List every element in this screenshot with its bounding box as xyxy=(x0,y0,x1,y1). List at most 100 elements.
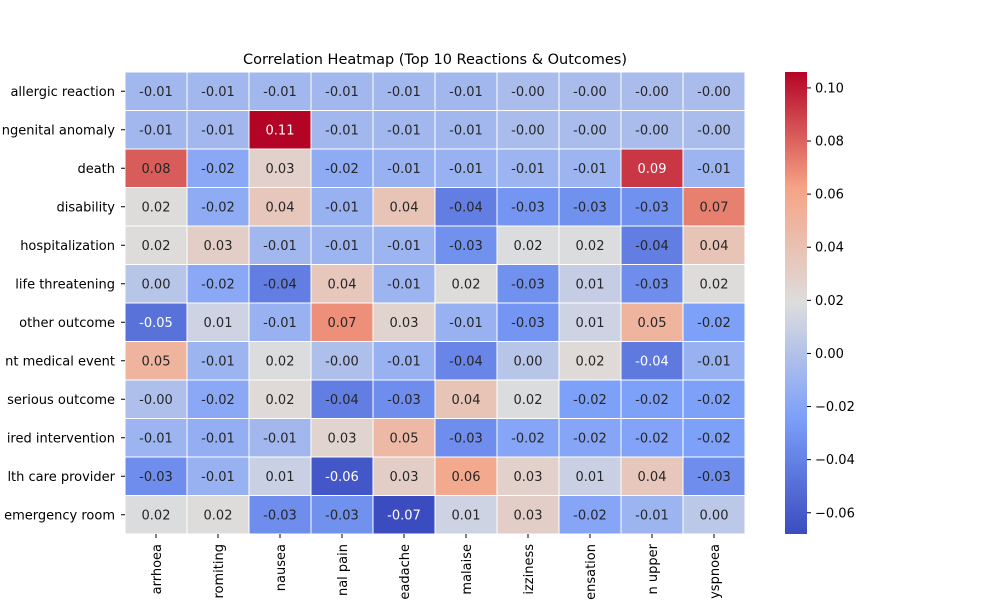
cell-value-label: -0.01 xyxy=(263,85,297,100)
heatmap-cell xyxy=(124,418,188,458)
heatmap-cell xyxy=(682,110,746,150)
row-label: nt medical event xyxy=(5,354,115,369)
colorbar-tick-label: 0.08 xyxy=(815,135,844,150)
cell-value-label: -0.01 xyxy=(139,123,173,138)
cell-value-label: 0.01 xyxy=(266,470,295,485)
heatmap-cell xyxy=(434,110,498,150)
cell-value-label: -0.00 xyxy=(139,393,173,408)
cell-value-label: 0.06 xyxy=(452,470,481,485)
cell-value-label: -0.00 xyxy=(573,123,607,138)
row-label: lth care provider xyxy=(7,470,115,485)
heatmap-cell xyxy=(558,341,622,381)
column-label: nal pain xyxy=(336,544,351,596)
heatmap-cell xyxy=(620,418,684,458)
heatmap-cell xyxy=(186,341,250,381)
cell-value-label: 0.04 xyxy=(390,200,419,215)
cell-value-label: -0.03 xyxy=(387,393,421,408)
cell-value-label: -0.01 xyxy=(325,123,359,138)
column-label: eadache xyxy=(398,544,413,600)
cell-value-label: -0.02 xyxy=(697,316,731,331)
heatmap-cells: -0.01 -0.01 -0.01 -0.01 -0.01 -0.01 -0.00 -0.00… xyxy=(124,71,746,535)
row-label: death xyxy=(77,162,115,177)
heatmap-cell xyxy=(372,341,436,381)
heatmap-cell xyxy=(682,456,746,496)
cell-value-label: -0.01 xyxy=(387,354,421,369)
cell-value-label: -0.02 xyxy=(201,162,235,177)
cell-value-label: -0.01 xyxy=(511,162,545,177)
cell-value-label: -0.03 xyxy=(635,200,669,215)
cell-value-label: 0.00 xyxy=(514,354,543,369)
heatmap-cell xyxy=(248,379,312,419)
cell-value-label: 0.02 xyxy=(266,393,295,408)
heatmap-cell xyxy=(496,148,560,188)
colorbar-tick-label: −0.04 xyxy=(815,453,855,468)
cell-value-label: -0.01 xyxy=(387,239,421,254)
cell-value-label: 0.03 xyxy=(514,508,543,523)
heatmap-cell xyxy=(682,225,746,265)
cell-value-label: -0.04 xyxy=(635,354,669,369)
row-label: other outcome xyxy=(19,316,115,331)
heatmap-cell xyxy=(434,71,498,111)
cell-value-label: 0.02 xyxy=(700,277,729,292)
cell-value-label: -0.03 xyxy=(511,200,545,215)
colorbar-tick-label: 0.04 xyxy=(815,241,844,256)
cell-value-label: 0.02 xyxy=(142,200,171,215)
cell-value-label: 0.03 xyxy=(390,316,419,331)
heatmap-cell xyxy=(496,110,560,150)
cell-value-label: -0.01 xyxy=(201,354,235,369)
column-labels: arrhoea romiting nausea nal pain eadache mala… xyxy=(150,534,723,600)
cell-value-label: -0.01 xyxy=(635,508,669,523)
colorbar-tick-label: 0.10 xyxy=(815,81,844,96)
colorbar-tick-label: 0.06 xyxy=(815,188,844,203)
row-label: ngenital anomaly xyxy=(2,123,116,138)
cell-value-label: 0.05 xyxy=(142,354,171,369)
column-label: romiting xyxy=(212,544,227,599)
cell-value-label: 0.01 xyxy=(452,508,481,523)
heatmap-cell xyxy=(372,225,436,265)
cell-value-label: 0.01 xyxy=(204,316,233,331)
cell-value-label: -0.03 xyxy=(263,508,297,523)
cell-value-label: -0.00 xyxy=(325,354,359,369)
colorbar-tick-label: 0.02 xyxy=(815,294,844,309)
heatmap-cell xyxy=(372,456,436,496)
cell-value-label: -0.05 xyxy=(139,316,173,331)
cell-value-label: -0.03 xyxy=(139,470,173,485)
cell-value-label: 0.02 xyxy=(576,239,605,254)
heatmap-cell xyxy=(620,187,684,227)
column-label: nausea xyxy=(274,544,289,591)
row-label: emergency room xyxy=(4,508,115,523)
cell-value-label: 0.07 xyxy=(700,200,729,215)
cell-value-label: -0.00 xyxy=(511,85,545,100)
heatmap-cell xyxy=(620,225,684,265)
heatmap-cell xyxy=(310,110,374,150)
heatmap-cell xyxy=(558,302,622,342)
heatmap-cell xyxy=(620,264,684,304)
heatmap-cell xyxy=(620,379,684,419)
heatmap-cell xyxy=(248,456,312,496)
cell-value-label: 0.11 xyxy=(266,123,295,138)
cell-value-label: -0.03 xyxy=(635,277,669,292)
cell-value-label: 0.04 xyxy=(266,200,295,215)
cell-value-label: -0.00 xyxy=(511,123,545,138)
cell-value-label: 0.02 xyxy=(142,508,171,523)
heatmap-cell xyxy=(558,456,622,496)
cell-value-label: -0.02 xyxy=(573,508,607,523)
cell-value-label: -0.01 xyxy=(139,85,173,100)
heatmap-cell xyxy=(558,225,622,265)
heatmap-cell xyxy=(310,264,374,304)
cell-value-label: -0.01 xyxy=(263,316,297,331)
cell-value-label: -0.01 xyxy=(449,316,483,331)
heatmap-cell xyxy=(496,379,560,419)
cell-value-label: -0.07 xyxy=(387,508,421,523)
cell-value-label: -0.00 xyxy=(697,85,731,100)
heatmap-cell xyxy=(558,379,622,419)
cell-value-label: -0.01 xyxy=(387,85,421,100)
heatmap-cell xyxy=(496,418,560,458)
cell-value-label: -0.01 xyxy=(263,431,297,446)
heatmap-cell xyxy=(434,418,498,458)
heatmap-cell xyxy=(186,110,250,150)
column-label: arrhoea xyxy=(150,544,165,594)
cell-value-label: -0.04 xyxy=(635,239,669,254)
cell-value-label: -0.01 xyxy=(201,470,235,485)
column-label: izziness xyxy=(522,544,537,595)
